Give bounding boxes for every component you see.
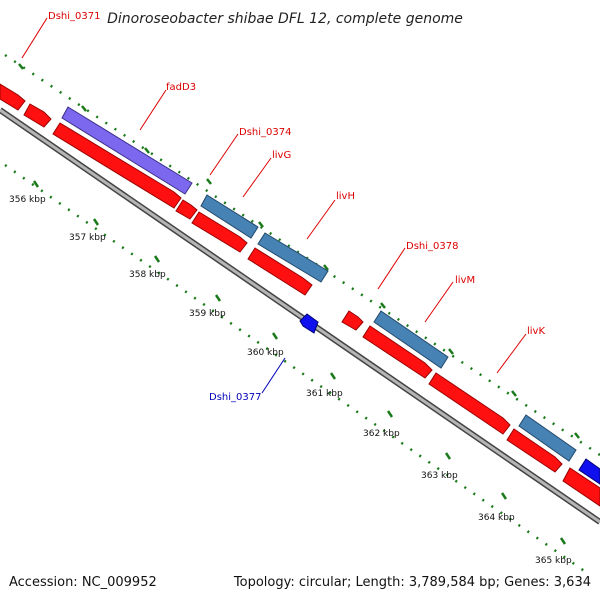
purple-feature [61, 106, 193, 195]
major-tick [559, 537, 567, 545]
map-title: Dinoroseobacter shibae DFL 12, complete … [107, 11, 463, 27]
major-tick [144, 147, 150, 154]
major-tick [206, 178, 212, 185]
gene-arrow [428, 372, 511, 435]
gene-arrow [23, 103, 52, 128]
accession-text: Accession: NC_009952 [9, 575, 157, 590]
major-tick [32, 180, 40, 188]
major-tick [258, 221, 264, 228]
major-tick [574, 432, 580, 439]
gene-label: livM [455, 275, 475, 286]
gene-label: Dshi_0371 [48, 11, 100, 22]
kbp-label: 358 kbp [129, 270, 166, 280]
major-tick [380, 302, 386, 309]
gene-arrow [362, 325, 433, 379]
kbp-label: 363 kbp [421, 471, 458, 481]
gene-label: fadD3 [166, 82, 196, 93]
blue-feature [518, 414, 577, 462]
kbp-label: 364 kbp [478, 513, 515, 523]
reverse-gene-feature [578, 458, 600, 485]
kbp-label: 361 kbp [306, 389, 343, 399]
kbp-label: 359 kbp [189, 309, 226, 319]
major-tick [92, 218, 100, 226]
gene-label: livH [336, 191, 355, 202]
forward-gene-track [0, 83, 600, 507]
kbp-label: 365 kbp [535, 556, 572, 566]
highlight-features [61, 106, 600, 485]
gene-arrow [191, 211, 248, 253]
kbp-label: 362 kbp [363, 429, 400, 439]
inner-tick-ring [4, 163, 591, 577]
gene-label: livK [527, 326, 545, 337]
major-tick [386, 410, 394, 418]
gene-label: Dshi_0377 [209, 392, 261, 403]
gene-label: Dshi_0374 [239, 127, 291, 138]
kbp-label: 357 kbp [69, 233, 106, 243]
gene-label: livG [272, 150, 291, 161]
gene-arrow [341, 310, 364, 331]
kbp-label: 356 kbp [9, 195, 46, 205]
gene-arrow [562, 467, 600, 507]
blue-feature [257, 232, 329, 283]
major-tick [214, 294, 222, 302]
major-tick [153, 255, 161, 263]
major-tick [444, 452, 452, 460]
major-tick [271, 332, 279, 340]
gene-arrow [506, 428, 563, 473]
major-tick [500, 492, 508, 500]
kbp-scale-labels: 356 kbp 357 kbp 358 kbp 359 kbp 360 kbp … [9, 195, 572, 566]
reverse-gene-arrow [299, 313, 319, 334]
outer-tick-ring [4, 53, 600, 457]
gene-labels: Dshi_0371 fadD3 Dshi_0374 livG livH Dshi… [48, 11, 545, 403]
major-tick [81, 105, 87, 112]
gene-arrow [52, 122, 182, 209]
major-tick [329, 372, 337, 380]
major-tick [448, 348, 454, 355]
gene-arrow [0, 83, 26, 111]
gene-leader-lines [21, 17, 527, 394]
blue-feature [373, 310, 449, 369]
gene-arrow [175, 199, 198, 220]
genome-backbone [0, 107, 600, 525]
major-tick [18, 63, 24, 70]
major-tick [511, 390, 517, 397]
kbp-label: 360 kbp [247, 348, 284, 358]
gene-label: Dshi_0378 [406, 241, 458, 252]
blue-feature [200, 194, 259, 239]
gene-arrow [247, 247, 313, 296]
major-tick [323, 264, 329, 271]
topology-text: Topology: circular; Length: 3,789,584 bp… [233, 575, 591, 590]
